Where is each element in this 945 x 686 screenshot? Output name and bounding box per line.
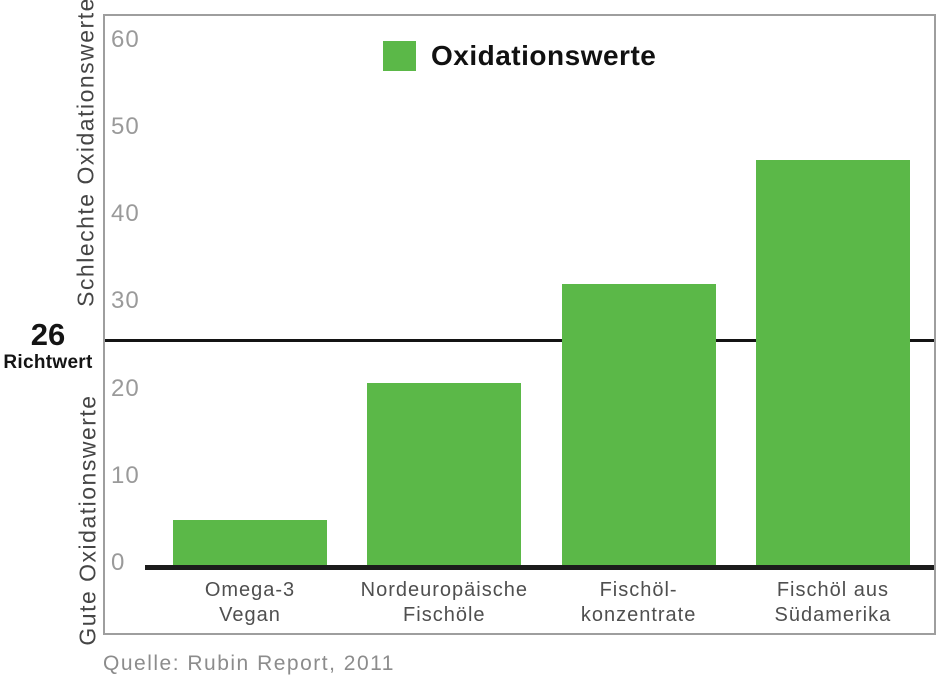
reference-value: 26 [30, 317, 66, 352]
category-label: Nordeuropäische Fischöle [360, 579, 528, 626]
y-tick-label: 60 [111, 25, 140, 53]
bar [173, 519, 327, 567]
y-tick-label: 30 [111, 287, 140, 315]
legend-label: Oxidationswerte [431, 40, 657, 71]
category-label: Omega-3 Vegan [204, 579, 296, 626]
reference-caption: Richtwert [3, 352, 93, 373]
y-tick-label: 40 [111, 200, 140, 228]
category-label: Fischöl aus Südamerika [774, 579, 892, 626]
reference-line [105, 339, 934, 342]
y-axis-label-top: Schlechte Oxidationswerte [72, 0, 99, 307]
reference-line-label: 26 Richtwert [0, 318, 96, 375]
bar [561, 283, 716, 567]
category-label: Fischöl-konzentrate [580, 579, 697, 626]
y-tick-label: 20 [111, 374, 140, 402]
bar [755, 159, 910, 567]
y-tick-label: 10 [111, 461, 140, 489]
plot-area: Oxidationswerte 60 50 40 30 20 10 0 Omega-3 Veg… [103, 14, 936, 635]
y-tick-label: 50 [111, 113, 140, 140]
source-text: Quelle: Rubin Report, 2011 [103, 652, 395, 675]
y-tick-label: 0 [111, 549, 126, 576]
legend-swatch-icon [383, 41, 416, 71]
x-axis-line [145, 565, 934, 570]
legend: Oxidationswerte [383, 40, 656, 72]
bar [367, 383, 522, 567]
y-axis-label-bottom: Gute Oxidationswerte [74, 394, 101, 646]
